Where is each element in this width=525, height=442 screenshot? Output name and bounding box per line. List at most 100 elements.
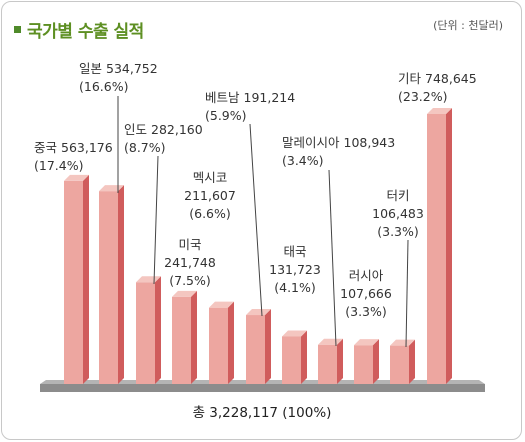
bar-side bbox=[265, 309, 271, 384]
data-label-베트남-1: (5.9%) bbox=[205, 108, 247, 123]
data-label-러시아-1: 107,666 bbox=[340, 286, 392, 301]
label-percent: (17.4%) bbox=[34, 158, 83, 173]
label-value: 534,752 bbox=[106, 61, 158, 76]
data-label-러시아-2: (3.3%) bbox=[345, 304, 387, 319]
label-name: 베트남 bbox=[205, 90, 240, 105]
label-percent: (6.6%) bbox=[189, 206, 231, 221]
bar-멕시코 bbox=[209, 301, 234, 384]
data-label-태국-0: 태국 bbox=[283, 244, 306, 259]
data-label-태국-2: (4.1%) bbox=[274, 280, 316, 295]
data-label-러시아-0: 러시아 bbox=[349, 268, 384, 283]
bar-중국 bbox=[64, 174, 89, 384]
bar-front bbox=[354, 345, 373, 384]
data-label-기타-0: 기타 748,645 bbox=[398, 71, 477, 86]
bar-top bbox=[427, 108, 452, 114]
bar-터키 bbox=[390, 339, 415, 384]
data-label-미국-0: 미국 bbox=[178, 237, 201, 252]
bar-front bbox=[427, 114, 446, 384]
bar-front bbox=[99, 191, 118, 384]
bar-side bbox=[409, 339, 415, 384]
bar-일본 bbox=[99, 185, 124, 384]
label-name: 러시아 bbox=[349, 268, 384, 283]
bar-front bbox=[64, 180, 83, 384]
label-name: 일본 bbox=[79, 61, 102, 76]
bar-태국 bbox=[282, 330, 307, 384]
data-label-중국-0: 중국 563,176 bbox=[34, 140, 113, 155]
bar-side bbox=[191, 290, 197, 384]
data-label-베트남-0: 베트남 191,214 bbox=[205, 90, 295, 105]
bar-기타 bbox=[427, 108, 452, 384]
data-label-기타-1: (23.2%) bbox=[398, 89, 447, 104]
bar-side bbox=[118, 185, 124, 384]
bar-top bbox=[209, 301, 234, 308]
bar-side bbox=[155, 276, 161, 384]
title-bullet bbox=[14, 26, 21, 33]
bar-front bbox=[172, 296, 191, 384]
data-label-미국-2: (7.5%) bbox=[169, 273, 211, 288]
bar-front bbox=[246, 315, 265, 384]
total-label: 총 3,228,117 (100%) bbox=[193, 405, 332, 421]
data-label-터키-1: 106,483 bbox=[372, 206, 424, 221]
label-value: 131,723 bbox=[269, 262, 321, 277]
bar-러시아 bbox=[354, 339, 379, 384]
bar-top bbox=[136, 276, 161, 283]
bar-top bbox=[246, 309, 271, 316]
bar-top bbox=[64, 174, 89, 181]
bar-front bbox=[209, 307, 228, 384]
bar-side bbox=[337, 338, 343, 384]
data-label-멕시코-1: 211,607 bbox=[184, 188, 236, 203]
label-percent: (3.4%) bbox=[282, 153, 324, 168]
label-value: 108,943 bbox=[344, 135, 396, 150]
label-name: 멕시코 bbox=[193, 170, 228, 185]
label-value: 211,607 bbox=[184, 188, 236, 203]
label-value: 563,176 bbox=[61, 140, 113, 155]
leader-line-베트남 bbox=[249, 123, 263, 317]
bar-top bbox=[354, 339, 379, 346]
data-label-일본-1: (16.6%) bbox=[79, 79, 128, 94]
title-block: 국가별 수출 실적 bbox=[14, 17, 144, 42]
bar-말레이시아 bbox=[318, 338, 343, 384]
leader-line-말레이시아 bbox=[328, 169, 337, 347]
data-label-일본-0: 일본 534,752 bbox=[79, 61, 158, 76]
label-name: 미국 bbox=[178, 237, 201, 252]
label-name: 기타 bbox=[398, 71, 422, 86]
bar-인도 bbox=[136, 276, 161, 384]
data-label-태국-1: 131,723 bbox=[269, 262, 321, 277]
label-percent: (4.1%) bbox=[274, 280, 316, 295]
label-name: 태국 bbox=[283, 244, 306, 259]
leader-line-터키 bbox=[405, 239, 409, 348]
label-value: 748,645 bbox=[425, 71, 477, 86]
label-percent: (5.9%) bbox=[205, 108, 247, 123]
chart-title: 국가별 수출 실적 bbox=[27, 22, 144, 42]
bar-front bbox=[318, 344, 337, 384]
data-label-말레이시아-0: 말레이시아 108,943 bbox=[282, 135, 395, 150]
label-percent: (8.7%) bbox=[124, 140, 166, 155]
data-label-말레이시아-1: (3.4%) bbox=[282, 153, 324, 168]
label-value: 191,214 bbox=[244, 90, 296, 105]
data-label-인도-0: 인도 282,160 bbox=[124, 122, 203, 137]
bar-top bbox=[282, 330, 307, 337]
bar-front bbox=[136, 282, 155, 384]
bar-side bbox=[301, 330, 307, 384]
label-value: 106,483 bbox=[372, 206, 424, 221]
label-percent: (16.6%) bbox=[79, 79, 128, 94]
data-label-멕시코-0: 멕시코 bbox=[193, 170, 228, 185]
label-value: 282,160 bbox=[151, 122, 203, 137]
bar-front bbox=[282, 336, 301, 384]
bar-top bbox=[172, 290, 197, 297]
data-label-미국-1: 241,748 bbox=[164, 255, 216, 270]
data-label-중국-1: (17.4%) bbox=[34, 158, 83, 173]
data-label-인도-1: (8.7%) bbox=[124, 140, 166, 155]
label-percent: (3.3%) bbox=[345, 304, 387, 319]
data-label-멕시코-2: (6.6%) bbox=[189, 206, 231, 221]
label-name: 터키 bbox=[386, 188, 409, 203]
bar-베트남 bbox=[246, 309, 271, 384]
leader-line-인도 bbox=[153, 155, 159, 285]
label-name: 중국 bbox=[34, 140, 57, 155]
bar-side bbox=[446, 108, 452, 384]
bar-top bbox=[390, 339, 415, 346]
chart-baseline bbox=[40, 384, 485, 392]
bar-side bbox=[373, 339, 379, 384]
label-value: 107,666 bbox=[340, 286, 392, 301]
data-label-터키-2: (3.3%) bbox=[377, 224, 419, 239]
